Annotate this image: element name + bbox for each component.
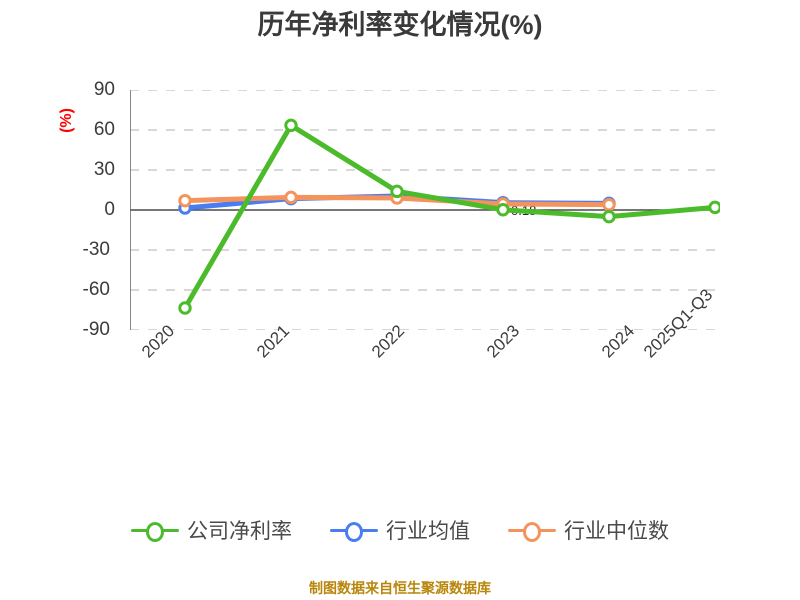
data-point-marker[interactable] bbox=[178, 301, 192, 315]
legend-marker-green-icon bbox=[131, 519, 179, 542]
data-point-marker[interactable] bbox=[284, 118, 298, 133]
data-point-marker[interactable] bbox=[390, 184, 404, 199]
data-point-marker[interactable] bbox=[708, 200, 720, 215]
legend-marker-orange-icon bbox=[508, 519, 556, 542]
data-point-marker[interactable] bbox=[602, 209, 616, 224]
y-tick-label-90: 90 bbox=[93, 79, 115, 100]
plot-area: 0.18 bbox=[130, 90, 720, 330]
footer-source-note: 制图数据来自恒生聚源数据库 bbox=[309, 580, 491, 596]
data-point-marker[interactable] bbox=[284, 190, 298, 205]
legend-label-company-net-margin: 公司净利率 bbox=[187, 520, 292, 543]
legend-label-industry-median: 行业中位数 bbox=[564, 520, 669, 543]
series-line-company-net-margin bbox=[178, 118, 720, 315]
page-title: 历年净利率变化情况(%) bbox=[257, 10, 543, 40]
y-tick-label-neg60: -60 bbox=[82, 279, 110, 300]
y-tick-label-60: 60 bbox=[93, 119, 115, 140]
legend-item-company-net-margin[interactable]: 公司净利率 bbox=[131, 515, 292, 545]
y-tick-label-0: 0 bbox=[104, 199, 115, 220]
y-tick-label-neg90: -90 bbox=[82, 319, 110, 340]
series-path-公司净利率 bbox=[182, 122, 718, 311]
data-point-marker[interactable] bbox=[602, 197, 616, 212]
y-tick-label-neg30: -30 bbox=[82, 239, 110, 260]
data-point-marker[interactable] bbox=[496, 203, 510, 217]
legend-marker-blue-icon bbox=[330, 519, 378, 542]
legend-item-industry-average[interactable]: 行业均值 bbox=[330, 515, 470, 545]
legend-label-industry-average: 行业均值 bbox=[386, 520, 470, 543]
legend-item-industry-median[interactable]: 行业中位数 bbox=[508, 515, 669, 545]
data-point-marker[interactable] bbox=[178, 193, 192, 208]
y-tick-label-30: 30 bbox=[93, 159, 115, 180]
chart-legend: 公司净利率 行业均值 行业中位数 bbox=[0, 515, 800, 545]
